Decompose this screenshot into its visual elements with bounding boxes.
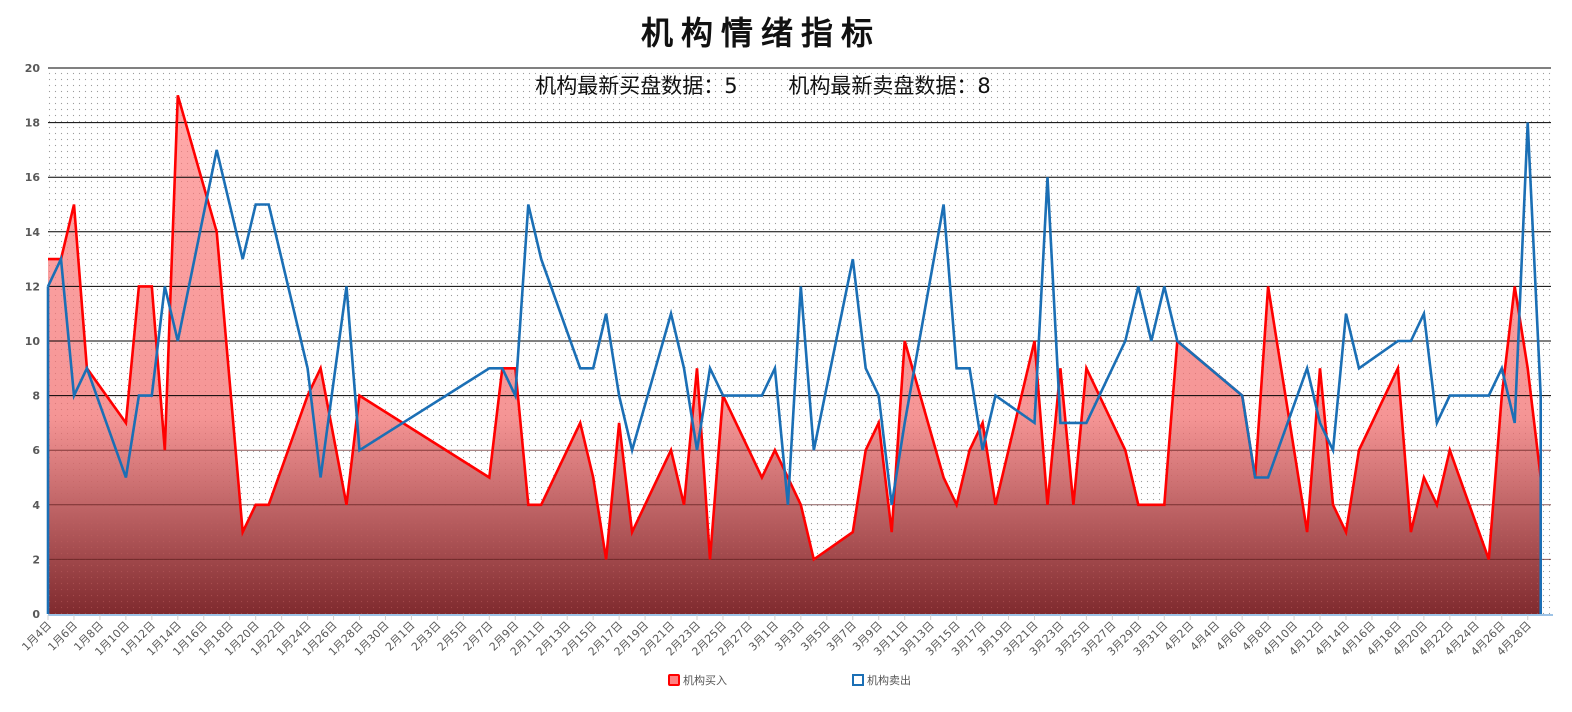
y-tick-label: 0 bbox=[32, 608, 40, 621]
legend-label-sell: 机构卖出 bbox=[867, 674, 911, 687]
y-tick-label: 16 bbox=[25, 171, 41, 184]
buy-area-texture bbox=[48, 95, 1541, 615]
y-tick-label: 4 bbox=[32, 499, 40, 512]
chart-title: 机构情绪指标 bbox=[640, 14, 881, 52]
legend-label-buy: 机构买入 bbox=[683, 674, 727, 687]
latest-sell-label: 机构最新卖盘数据： bbox=[788, 74, 978, 98]
buy-line bbox=[48, 94, 1542, 562]
y-tick-label: 6 bbox=[32, 444, 40, 457]
legend-swatch-sell-icon bbox=[852, 674, 864, 686]
latest-sell-stat: 机构最新卖盘数据：8 bbox=[788, 74, 990, 98]
legend-swatch-buy-icon bbox=[668, 674, 680, 686]
y-tick-label: 20 bbox=[25, 62, 41, 75]
y-tick-label: 12 bbox=[25, 280, 40, 293]
y-tick-label: 2 bbox=[32, 553, 40, 566]
legend-item-buy[interactable]: 机构买入 bbox=[668, 672, 727, 688]
y-tick-label: 10 bbox=[25, 335, 41, 348]
sell-line bbox=[46, 122, 1542, 506]
chart-subtitle: 机构最新买盘数据：5 机构最新卖盘数据：8 bbox=[0, 70, 1526, 100]
latest-buy-stat: 机构最新买盘数据：5 bbox=[535, 74, 737, 98]
latest-buy-value: 5 bbox=[724, 74, 738, 98]
latest-buy-label: 机构最新买盘数据： bbox=[535, 74, 725, 98]
y-tick-label: 14 bbox=[25, 226, 41, 239]
latest-sell-value: 8 bbox=[977, 74, 991, 98]
legend-item-sell[interactable]: 机构卖出 bbox=[852, 672, 911, 688]
y-tick-label: 8 bbox=[32, 390, 40, 403]
buy-area bbox=[48, 95, 1541, 615]
y-tick-label: 18 bbox=[25, 117, 40, 130]
series-lines bbox=[46, 94, 1542, 614]
